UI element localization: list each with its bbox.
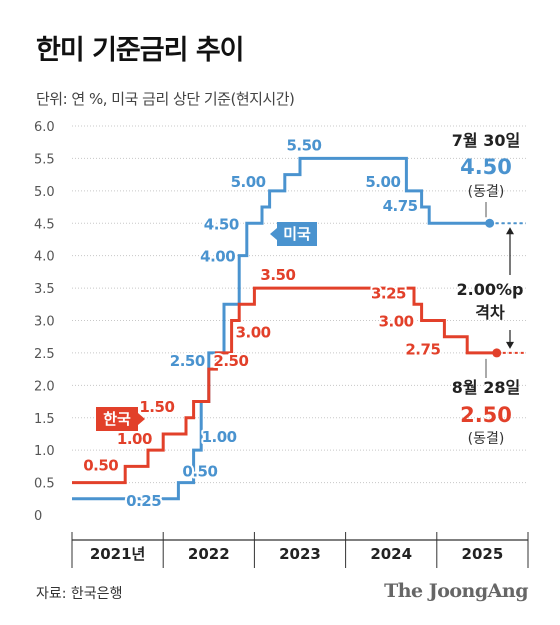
- us-data-label: 4.75: [383, 197, 418, 215]
- kr-data-label: 2.50: [213, 352, 248, 370]
- us-end-value: 4.50: [460, 155, 512, 179]
- y-tick-label: 4.0: [34, 250, 55, 265]
- us-data-label: 2.50: [170, 352, 205, 370]
- kr-legend-tag-pointer: [138, 413, 145, 425]
- y-tick-label: 0: [34, 509, 42, 524]
- us-data-label: 5.00: [365, 173, 400, 191]
- kr-data-label: 1.00: [117, 430, 152, 448]
- gap-arrowhead-down: [506, 341, 514, 349]
- kr-data-label-halo: 3.00: [236, 324, 271, 342]
- us-data-label-halo: 4.50: [204, 215, 239, 233]
- kr-legend-tag-box: [96, 407, 138, 431]
- us-data-label-halo: 5.50: [286, 136, 321, 154]
- kr-rate-line: [72, 286, 497, 485]
- gap-arrowhead-up: [506, 227, 514, 235]
- us-data-label-halo: 4.00: [200, 248, 235, 266]
- kr-data-label: 3.25: [371, 284, 406, 302]
- us-end-date: 7월 30일: [452, 131, 520, 150]
- us-data-label-halo: 1.00: [202, 428, 237, 446]
- us-end-note: (동결): [468, 184, 505, 200]
- y-tick-label: 5.0: [34, 185, 55, 200]
- us-data-label-halo: 5.00: [231, 173, 266, 191]
- kr-data-label-halo: 3.00: [379, 313, 414, 331]
- x-tick-label: 2022: [188, 545, 230, 563]
- y-tick-label: 2.0: [34, 379, 55, 394]
- kr-end-value: 2.50: [460, 403, 512, 427]
- us-data-label: 0.25: [126, 492, 161, 510]
- y-tick-label: 1.5: [34, 412, 55, 427]
- kr-data-label-halo: 0.50: [83, 457, 118, 475]
- us-end-marker: [485, 218, 495, 228]
- us-data-label-halo: 4.75: [383, 197, 418, 215]
- us-data-label-halo: 2.50: [170, 352, 205, 370]
- us-data-label: 5.50: [286, 136, 321, 154]
- us-data-label-halo: 5.00: [365, 173, 400, 191]
- kr-data-label-halo: 1.00: [117, 430, 152, 448]
- kr-data-label: 0.50: [83, 457, 118, 475]
- y-tick-label: 6.0: [34, 120, 55, 135]
- kr-data-label-halo: 1.50: [139, 398, 174, 416]
- chart-title: 한미 기준금리 추이: [36, 35, 245, 66]
- kr-data-label-halo: 2.75: [405, 341, 440, 359]
- y-tick-label: 3.0: [34, 315, 55, 330]
- us-legend-tag-pointer: [270, 228, 277, 240]
- us-rate-line: [72, 156, 490, 501]
- y-tick-label: 5.5: [34, 152, 55, 167]
- y-tick-label: 0.5: [34, 477, 55, 492]
- us-legend-tag-box: [277, 222, 317, 246]
- source-note: 자료: 한국은행: [36, 586, 123, 602]
- us-legend-tag-text: 미국: [283, 225, 311, 243]
- us-data-label: 1.00: [202, 428, 237, 446]
- kr-end-note: (동결): [468, 431, 505, 447]
- kr-data-label: 3.50: [260, 266, 295, 284]
- us-data-label-halo: 0.50: [182, 463, 217, 481]
- x-tick-label: 2024: [370, 545, 412, 563]
- brand-logo: The JoongAng: [384, 580, 528, 602]
- y-tick-label: 2.5: [34, 347, 55, 362]
- y-tick-label: 3.5: [34, 282, 55, 297]
- kr-data-label: 3.00: [236, 324, 271, 342]
- gap-value: 2.00%p: [457, 280, 524, 299]
- x-tick-label: 2025: [462, 545, 504, 563]
- us-data-label: 4.50: [204, 215, 239, 233]
- kr-data-label: 2.75: [405, 341, 440, 359]
- unit-note: 단위: 연 %, 미국 금리 상단 기준(현지시간): [36, 90, 295, 108]
- kr-data-label: 1.50: [139, 398, 174, 416]
- kr-data-label-halo: 2.50: [213, 352, 248, 370]
- us-data-label: 0.50: [182, 463, 217, 481]
- kr-legend-tag-text: 한국: [103, 410, 131, 428]
- us-data-label: 5.00: [231, 173, 266, 191]
- x-tick-label: 2021년: [90, 545, 146, 563]
- kr-data-label: 3.00: [379, 313, 414, 331]
- us-data-label-halo: 0.25: [126, 492, 161, 510]
- y-tick-label: 1.0: [34, 444, 55, 459]
- x-tick-label: 2023: [279, 545, 321, 563]
- kr-data-label-halo: 3.50: [260, 266, 295, 284]
- kr-data-label-halo: 3.25: [371, 284, 406, 302]
- y-tick-label: 4.5: [34, 217, 55, 232]
- kr-end-date: 8월 28일: [452, 378, 520, 397]
- gap-label: 격차: [475, 303, 505, 322]
- kr-end-marker: [492, 348, 502, 358]
- us-data-label: 4.00: [200, 248, 235, 266]
